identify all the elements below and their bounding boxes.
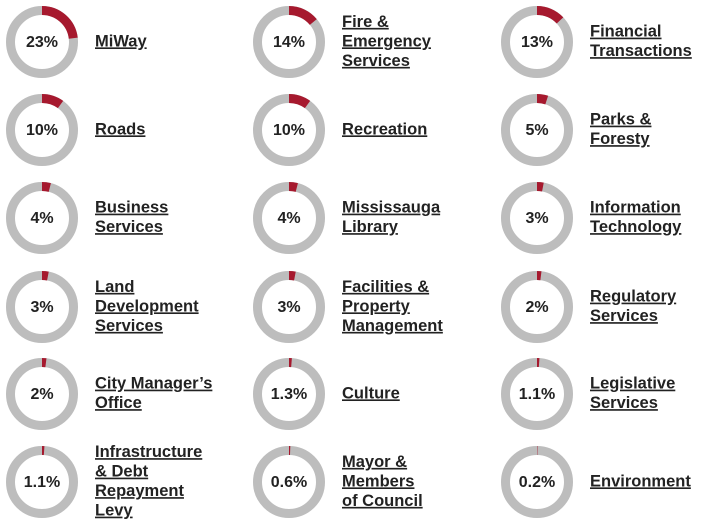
category-link[interactable]: Facilities & (342, 278, 429, 296)
category-link[interactable]: Environment (590, 472, 691, 490)
category-link[interactable]: Land (95, 278, 134, 296)
percent-label: 0.6% (271, 474, 307, 491)
percent-label: 1.3% (271, 386, 307, 403)
percent-label: 4% (277, 210, 300, 227)
donut-arc (501, 6, 573, 78)
category-link[interactable]: City Manager’s (95, 375, 212, 393)
donut-arc (6, 271, 78, 343)
donut-arc (253, 94, 325, 166)
category-link[interactable]: Property (342, 297, 411, 315)
category-link[interactable]: Levy (95, 502, 133, 520)
donut-arc (253, 358, 325, 430)
category-link[interactable]: Library (342, 218, 399, 236)
percent-label: 2% (525, 299, 548, 316)
donut-arc (501, 182, 573, 254)
percent-label: 23% (26, 34, 58, 51)
donut-arc (501, 446, 573, 518)
category-link[interactable]: Legislative (590, 375, 675, 393)
category-link[interactable]: Mississauga (342, 199, 441, 217)
category-link[interactable]: & Debt (95, 463, 149, 481)
category-link[interactable]: Development (95, 297, 199, 315)
category-link[interactable]: Recreation (342, 120, 427, 138)
category-link[interactable]: Fire & (342, 13, 389, 31)
percent-label: 3% (30, 299, 53, 316)
donut-arc (253, 271, 325, 343)
category-link[interactable]: Services (590, 394, 658, 412)
percent-label: 5% (525, 122, 548, 139)
category-link[interactable]: Regulatory (590, 288, 677, 306)
percent-label: 10% (26, 122, 58, 139)
category-link[interactable]: Transactions (590, 42, 692, 60)
category-link[interactable]: Services (342, 52, 410, 70)
donut-arc (253, 182, 325, 254)
percent-label: 1.1% (519, 386, 555, 403)
donut-arc (501, 94, 573, 166)
category-link[interactable]: Services (590, 307, 658, 325)
category-link[interactable]: Services (95, 218, 163, 236)
percent-label: 10% (273, 122, 305, 139)
category-link[interactable]: Management (342, 317, 443, 335)
category-link[interactable]: Emergency (342, 32, 432, 50)
percent-label: 13% (521, 34, 553, 51)
category-link[interactable]: Roads (95, 120, 145, 138)
percent-label: 0.2% (519, 474, 555, 491)
category-link[interactable]: Information (590, 199, 681, 217)
category-link[interactable]: Infrastructure (95, 443, 202, 461)
category-link[interactable]: Office (95, 394, 142, 412)
donut-arc (501, 271, 573, 343)
donut-arc (253, 6, 325, 78)
category-link[interactable]: Parks & (590, 111, 652, 129)
category-link[interactable]: Business (95, 199, 168, 217)
donut-arc (6, 94, 78, 166)
category-link[interactable]: Members (342, 472, 414, 490)
category-link[interactable]: Financial (590, 23, 662, 41)
category-link[interactable]: MiWay (95, 32, 147, 50)
percent-label: 14% (273, 34, 305, 51)
donut-arc (6, 6, 78, 78)
category-link[interactable]: Technology (590, 218, 682, 236)
percent-label: 3% (277, 299, 300, 316)
donut-arc (6, 446, 78, 518)
percent-label: 2% (30, 386, 53, 403)
donut-arc (6, 358, 78, 430)
category-link[interactable]: Culture (342, 384, 400, 402)
donut-arc (6, 182, 78, 254)
donut-arc (253, 446, 325, 518)
category-link[interactable]: of Council (342, 492, 423, 510)
donut-arc (501, 358, 573, 430)
percent-label: 3% (525, 210, 548, 227)
percent-label: 4% (30, 210, 53, 227)
category-link[interactable]: Mayor & (342, 453, 407, 471)
category-link[interactable]: Foresty (590, 130, 650, 148)
category-link[interactable]: Repayment (95, 482, 184, 500)
percent-label: 1.1% (24, 474, 60, 491)
category-link[interactable]: Services (95, 317, 163, 335)
